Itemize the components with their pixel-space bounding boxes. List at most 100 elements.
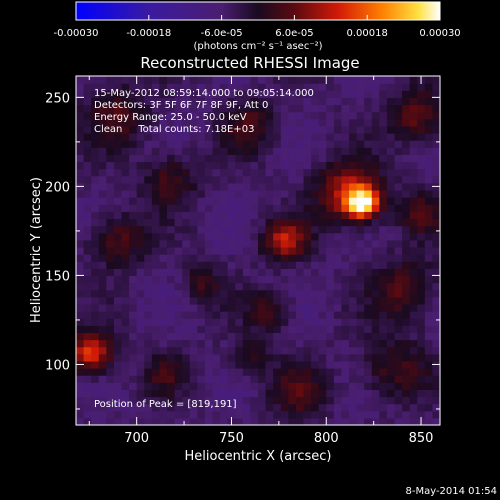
heatmap-cell (76, 289, 85, 298)
heatmap-cell (83, 303, 92, 312)
heatmap-cell (151, 275, 161, 284)
heatmap-cell (76, 83, 85, 91)
heatmap-cell (182, 218, 191, 227)
heatmap-cell (364, 339, 373, 348)
heatmap-cell (280, 254, 289, 262)
heatmap-cell (349, 182, 358, 191)
heatmap-cell (424, 211, 434, 220)
heatmap-cell (182, 346, 191, 355)
heatmap-cell (394, 168, 403, 177)
heatmap-cell (303, 261, 312, 269)
heatmap-cell (227, 346, 236, 355)
heatmap-cell (273, 197, 282, 205)
heatmap-cell (113, 197, 123, 205)
heatmap-cell (295, 360, 305, 369)
heatmap-cell (258, 289, 267, 298)
heatmap-cell (280, 182, 289, 191)
heatmap-cell (356, 318, 365, 326)
heatmap-cell (144, 296, 153, 305)
heatmap-cell (212, 154, 221, 163)
heatmap-cell (417, 189, 426, 198)
heatmap-cell (220, 254, 229, 262)
heatmap-cell (402, 318, 411, 326)
heatmap-cell (197, 104, 206, 113)
heatmap-cell (409, 147, 418, 155)
heatmap-cell (386, 339, 396, 348)
heatmap-cell (356, 97, 365, 106)
heatmap-cell (91, 118, 100, 127)
heatmap-cell (386, 254, 396, 262)
heatmap-cell (394, 246, 403, 255)
heatmap-cell (295, 154, 305, 163)
heatmap-cell (197, 389, 206, 398)
heatmap-cell (113, 282, 123, 291)
heatmap-cell (288, 368, 297, 376)
heatmap-cell (432, 311, 441, 319)
heatmap-cell (83, 76, 92, 84)
heatmap-cell (371, 339, 380, 348)
heatmap-cell (235, 368, 244, 376)
heatmap-cell (250, 225, 259, 234)
heatmap-cell (273, 147, 282, 155)
heatmap-cell (394, 296, 403, 305)
heatmap-cell (250, 147, 259, 155)
heatmap-cell (417, 296, 426, 305)
heatmap-cell (280, 118, 289, 127)
heatmap-cell (379, 303, 388, 312)
heatmap-cell (182, 246, 191, 255)
heatmap-cell (91, 111, 100, 120)
heatmap-cell (303, 353, 312, 362)
heatmap-cell (356, 125, 365, 134)
heatmap-cell (182, 161, 191, 170)
heatmap-cell (129, 360, 138, 369)
heatmap-cell (349, 118, 358, 127)
heatmap-cell (386, 410, 396, 419)
heatmap-cell (151, 182, 161, 191)
heatmap-cell (341, 97, 350, 106)
heatmap-cell (402, 168, 411, 177)
heatmap-cell (76, 204, 85, 212)
heatmap-cell (182, 325, 191, 334)
heatmap-cell (341, 90, 350, 98)
heatmap-cell (174, 332, 183, 341)
heatmap-cell (318, 211, 327, 220)
heatmap-cell (326, 204, 335, 212)
heatmap-cell (386, 325, 396, 334)
heatmap-cell (386, 417, 396, 426)
heatmap-cell (326, 368, 335, 376)
heatmap-cell (273, 175, 282, 184)
heatmap-cell (227, 368, 236, 376)
heatmap-cell (212, 104, 221, 113)
heatmap-cell (242, 154, 252, 163)
heatmap-cell (212, 339, 221, 348)
heatmap-cell (349, 382, 358, 390)
heatmap-cell (356, 111, 365, 120)
heatmap-cell (204, 132, 214, 141)
heatmap-cell (204, 325, 214, 334)
heatmap-cell (402, 104, 411, 113)
heatmap-cell (311, 182, 320, 191)
heatmap-cell (174, 182, 183, 191)
heatmap-cell (167, 83, 176, 91)
heatmap-cell (258, 140, 267, 148)
heatmap-cell (379, 239, 388, 248)
heatmap-cell (106, 175, 115, 184)
heatmap-cell (98, 346, 107, 355)
heatmap-cell (167, 104, 176, 113)
heatmap-cell (364, 275, 373, 284)
heatmap-cell (91, 375, 100, 383)
heatmap-cell (333, 303, 343, 312)
heatmap-cell (394, 111, 403, 120)
heatmap-cell (174, 261, 183, 269)
heatmap-cell (136, 339, 145, 348)
heatmap-cell (386, 332, 396, 341)
heatmap-cell (83, 360, 92, 369)
heatmap-cell (402, 346, 411, 355)
heatmap-cell (333, 346, 343, 355)
heatmap-cell (204, 97, 214, 106)
heatmap-cell (167, 360, 176, 369)
heatmap-cell (424, 268, 434, 277)
heatmap-cell (98, 353, 107, 362)
heatmap-cell (364, 211, 373, 220)
heatmap-cell (424, 261, 434, 269)
